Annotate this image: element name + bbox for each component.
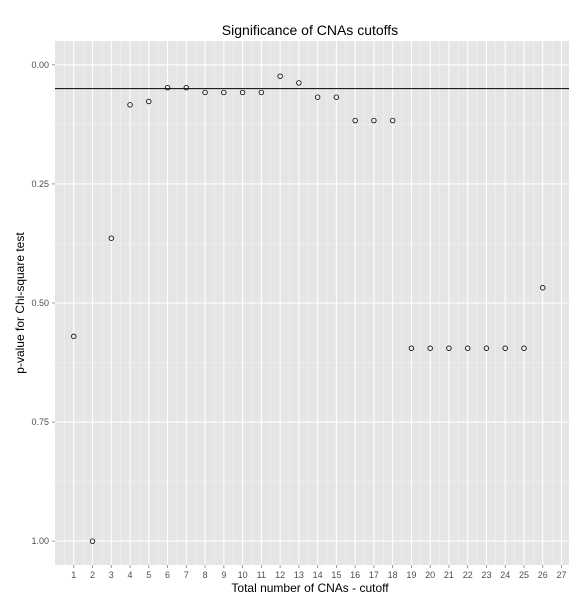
y-tick-label: 0.50 [31, 298, 49, 308]
y-tick-label: 0.25 [31, 179, 49, 189]
x-tick-label: 12 [275, 570, 285, 580]
chart-title: Significance of CNAs cutoffs [222, 22, 398, 38]
data-point [89, 538, 96, 544]
data-point [427, 345, 433, 351]
data-point [314, 94, 321, 100]
data-point [239, 89, 246, 96]
data-point [296, 80, 302, 86]
x-tick-label: 17 [369, 570, 379, 580]
x-tick-label: 14 [313, 570, 323, 580]
data-point [389, 117, 396, 124]
data-point [465, 345, 471, 351]
data-point [483, 345, 490, 351]
data-point [371, 117, 377, 124]
x-tick-label: 19 [406, 570, 416, 580]
y-ticks-layer: 0.00 0.25 0.50 0.75 1.00 [31, 60, 55, 546]
data-point [108, 235, 114, 241]
data-point [202, 89, 208, 96]
x-tick-label: 4 [128, 570, 133, 580]
points-layer [71, 73, 546, 544]
y-axis-label: p-value for Chi-square test [13, 232, 27, 374]
x-tick-label: 3 [109, 570, 114, 580]
data-point [408, 345, 415, 351]
x-axis-label: Total number of CNAs - cutoff [231, 581, 389, 595]
x-tick-label: 23 [481, 570, 491, 580]
x-tick-label: 27 [556, 570, 566, 580]
data-point [277, 73, 283, 79]
x-tick-label: 20 [425, 570, 435, 580]
x-tick-label: 11 [257, 570, 266, 580]
data-point [446, 345, 452, 351]
x-tick-label: 5 [146, 570, 151, 580]
x-tick-label: 18 [388, 570, 398, 580]
x-tick-label: 7 [184, 570, 189, 580]
grid-layer [55, 41, 569, 565]
x-tick-label: 15 [331, 570, 341, 580]
x-tick-label: 25 [519, 570, 529, 580]
y-tick-label: 0.00 [31, 60, 49, 70]
x-tick-label: 24 [500, 570, 510, 580]
x-tick-label: 21 [444, 570, 454, 580]
x-tick-label: 16 [350, 570, 360, 580]
data-point [521, 345, 527, 351]
x-tick-label: 6 [165, 570, 170, 580]
data-point [71, 333, 77, 340]
data-point [258, 89, 265, 96]
data-point [352, 117, 358, 124]
x-tick-label: 9 [221, 570, 226, 580]
x-ticks-layer: 1 2 3 4 5 6 7 8 9 10 11 12 13 14 15 16 17 18 19 20 21 22 23 24 2… [71, 565, 567, 580]
x-tick-label: 26 [538, 570, 548, 580]
data-point [183, 84, 190, 91]
x-tick-label: 2 [90, 570, 95, 580]
x-tick-label: 1 [71, 570, 76, 580]
x-tick-label: 8 [203, 570, 208, 580]
x-tick-label: 13 [294, 570, 304, 580]
data-point [146, 98, 152, 105]
y-tick-label: 1.00 [31, 536, 49, 546]
y-tick-label: 0.75 [31, 417, 49, 427]
data-point [502, 345, 508, 351]
data-point [333, 94, 340, 100]
data-point [221, 89, 227, 96]
x-tick-label: 22 [463, 570, 473, 580]
data-point [127, 102, 133, 108]
x-tick-label: 10 [238, 570, 248, 580]
data-point [540, 285, 546, 291]
data-point [164, 84, 171, 91]
